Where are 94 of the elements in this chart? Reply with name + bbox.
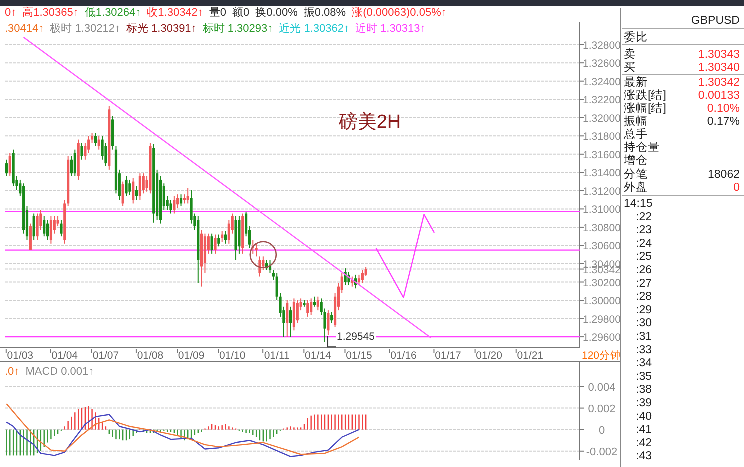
text: :39 [636, 398, 652, 410]
x-tick-label: 01/11 [264, 350, 290, 362]
text: :22 [636, 211, 652, 224]
text: :24 [636, 238, 653, 250]
text: 1.30343 [698, 49, 740, 61]
y-tick-label: 1.32400 [583, 76, 622, 88]
text: :23 [636, 224, 652, 237]
text: :26 [636, 264, 652, 276]
annotation: 1.29545 [337, 331, 376, 344]
text: 量0 [209, 7, 227, 19]
text: :27 [636, 278, 652, 290]
text: 14:15 [624, 198, 653, 210]
y-tick-label: 0 [598, 424, 606, 437]
text: 1.30342 [698, 77, 740, 89]
text: :38 [636, 384, 652, 396]
category-label: 振幅 [624, 115, 648, 128]
text: :34 [636, 358, 653, 370]
y-tick-label: 1.32200 [583, 94, 622, 107]
text: :35 [636, 370, 652, 383]
y-tick-label: 1.30000 [583, 296, 622, 308]
text: :33 [636, 344, 652, 356]
text: :40 [636, 410, 652, 423]
category-label: 涨跌[结] [624, 89, 666, 102]
y-tick-label: 1.29600 [583, 332, 622, 344]
annotation: 近时 1.30313↑ [355, 22, 426, 35]
text: :31 [636, 331, 652, 343]
x-tick-label: 01/07 [92, 350, 120, 362]
y-tick-label: -0.002 [586, 446, 618, 458]
text: 0.17% [707, 116, 740, 128]
text: :30 [636, 318, 652, 330]
x-tick-label: 01/15 [346, 350, 373, 362]
text: 振0.08% [304, 7, 346, 19]
x-tick-label: 01/16 [390, 350, 418, 362]
annotation: .0↑ [5, 366, 20, 378]
category-label: 外盘 [624, 181, 648, 194]
category-label: 最新 [624, 75, 648, 89]
category-label: 委比 [624, 30, 648, 44]
x-tick-label: 01/20 [476, 350, 503, 362]
category-label: 卖 [624, 48, 636, 61]
category-label: 总手 [623, 127, 648, 141]
text: 0.00133 [698, 90, 740, 102]
category-label: 持仓量 [624, 141, 660, 154]
y-tick-label: 1.31600 [583, 149, 622, 162]
y-tick-label: 1.32000 [583, 112, 622, 125]
y-tick-label: 1.30600 [583, 240, 622, 253]
annotation: MACD 0.001↑ [26, 366, 94, 378]
annotation: 标光 1.30391↑ [125, 22, 197, 35]
annotation: .30414↑ [5, 23, 44, 35]
y-tick-label: 1.31400 [583, 168, 622, 180]
category-label: 涨幅[结] [624, 102, 666, 115]
category-label: 分笔 [624, 168, 648, 181]
text: 收1.30342↑ [147, 7, 204, 19]
y-tick-label: 1.29800 [583, 314, 622, 326]
x-tick-label: 01/03 [7, 350, 34, 362]
text: :41 [636, 424, 652, 436]
text: :42 [636, 437, 652, 450]
text: GBPUSD [691, 15, 740, 27]
text: :43 [636, 450, 652, 463]
text: 0 [734, 182, 740, 194]
x-tick-label: 01/14 [305, 350, 332, 362]
category-label: 买 [624, 61, 636, 74]
x-tick-label: 01/09 [178, 350, 205, 362]
text: :29 [636, 304, 652, 316]
category-label: 增仓 [623, 154, 648, 167]
text: 额0 [232, 6, 250, 19]
x-tick-label: 01/08 [137, 350, 164, 362]
text: 换0.00% [256, 7, 298, 19]
text: 高1.30365↑ [22, 6, 79, 19]
x-tick-label: 01/21 [517, 350, 544, 362]
y-tick-label: 1.31000 [583, 204, 622, 216]
y-tick-label: 1.32600 [583, 58, 622, 70]
text: 18062 [708, 169, 740, 181]
x-axis-title: 120分钟 [582, 350, 622, 362]
text: :28 [636, 291, 652, 304]
annotation: 极时 1.30212↑ [49, 22, 120, 35]
y-tick-label: 1.30200 [583, 277, 622, 290]
text: 0.10% [707, 103, 740, 115]
y-tick-label: 1.30800 [583, 222, 622, 234]
annotation: 近光 1.30362↑ [279, 22, 350, 35]
text: 涨(0.00063)0.05%↑ [352, 7, 447, 19]
text: 0↑ [5, 7, 17, 19]
text: :25 [636, 251, 652, 264]
x-tick-label: 01/04 [52, 350, 78, 362]
x-tick-label: 01/10 [219, 350, 246, 362]
y-tick-label: 1.31200 [583, 186, 622, 198]
text: 低1.30264↑ [84, 7, 142, 19]
annotation: 标时 1.30293↑ [202, 22, 274, 35]
y-tick-label: 1.32800 [583, 40, 622, 52]
x-tick-label: 01/17 [435, 350, 462, 362]
y-tick-label: 0.004 [588, 382, 616, 394]
y-tick-label: 0.002 [588, 403, 616, 416]
text: 磅美2H [338, 111, 402, 133]
y-tick-label: 1.31800 [583, 131, 622, 144]
text: 1.30340 [698, 62, 740, 74]
